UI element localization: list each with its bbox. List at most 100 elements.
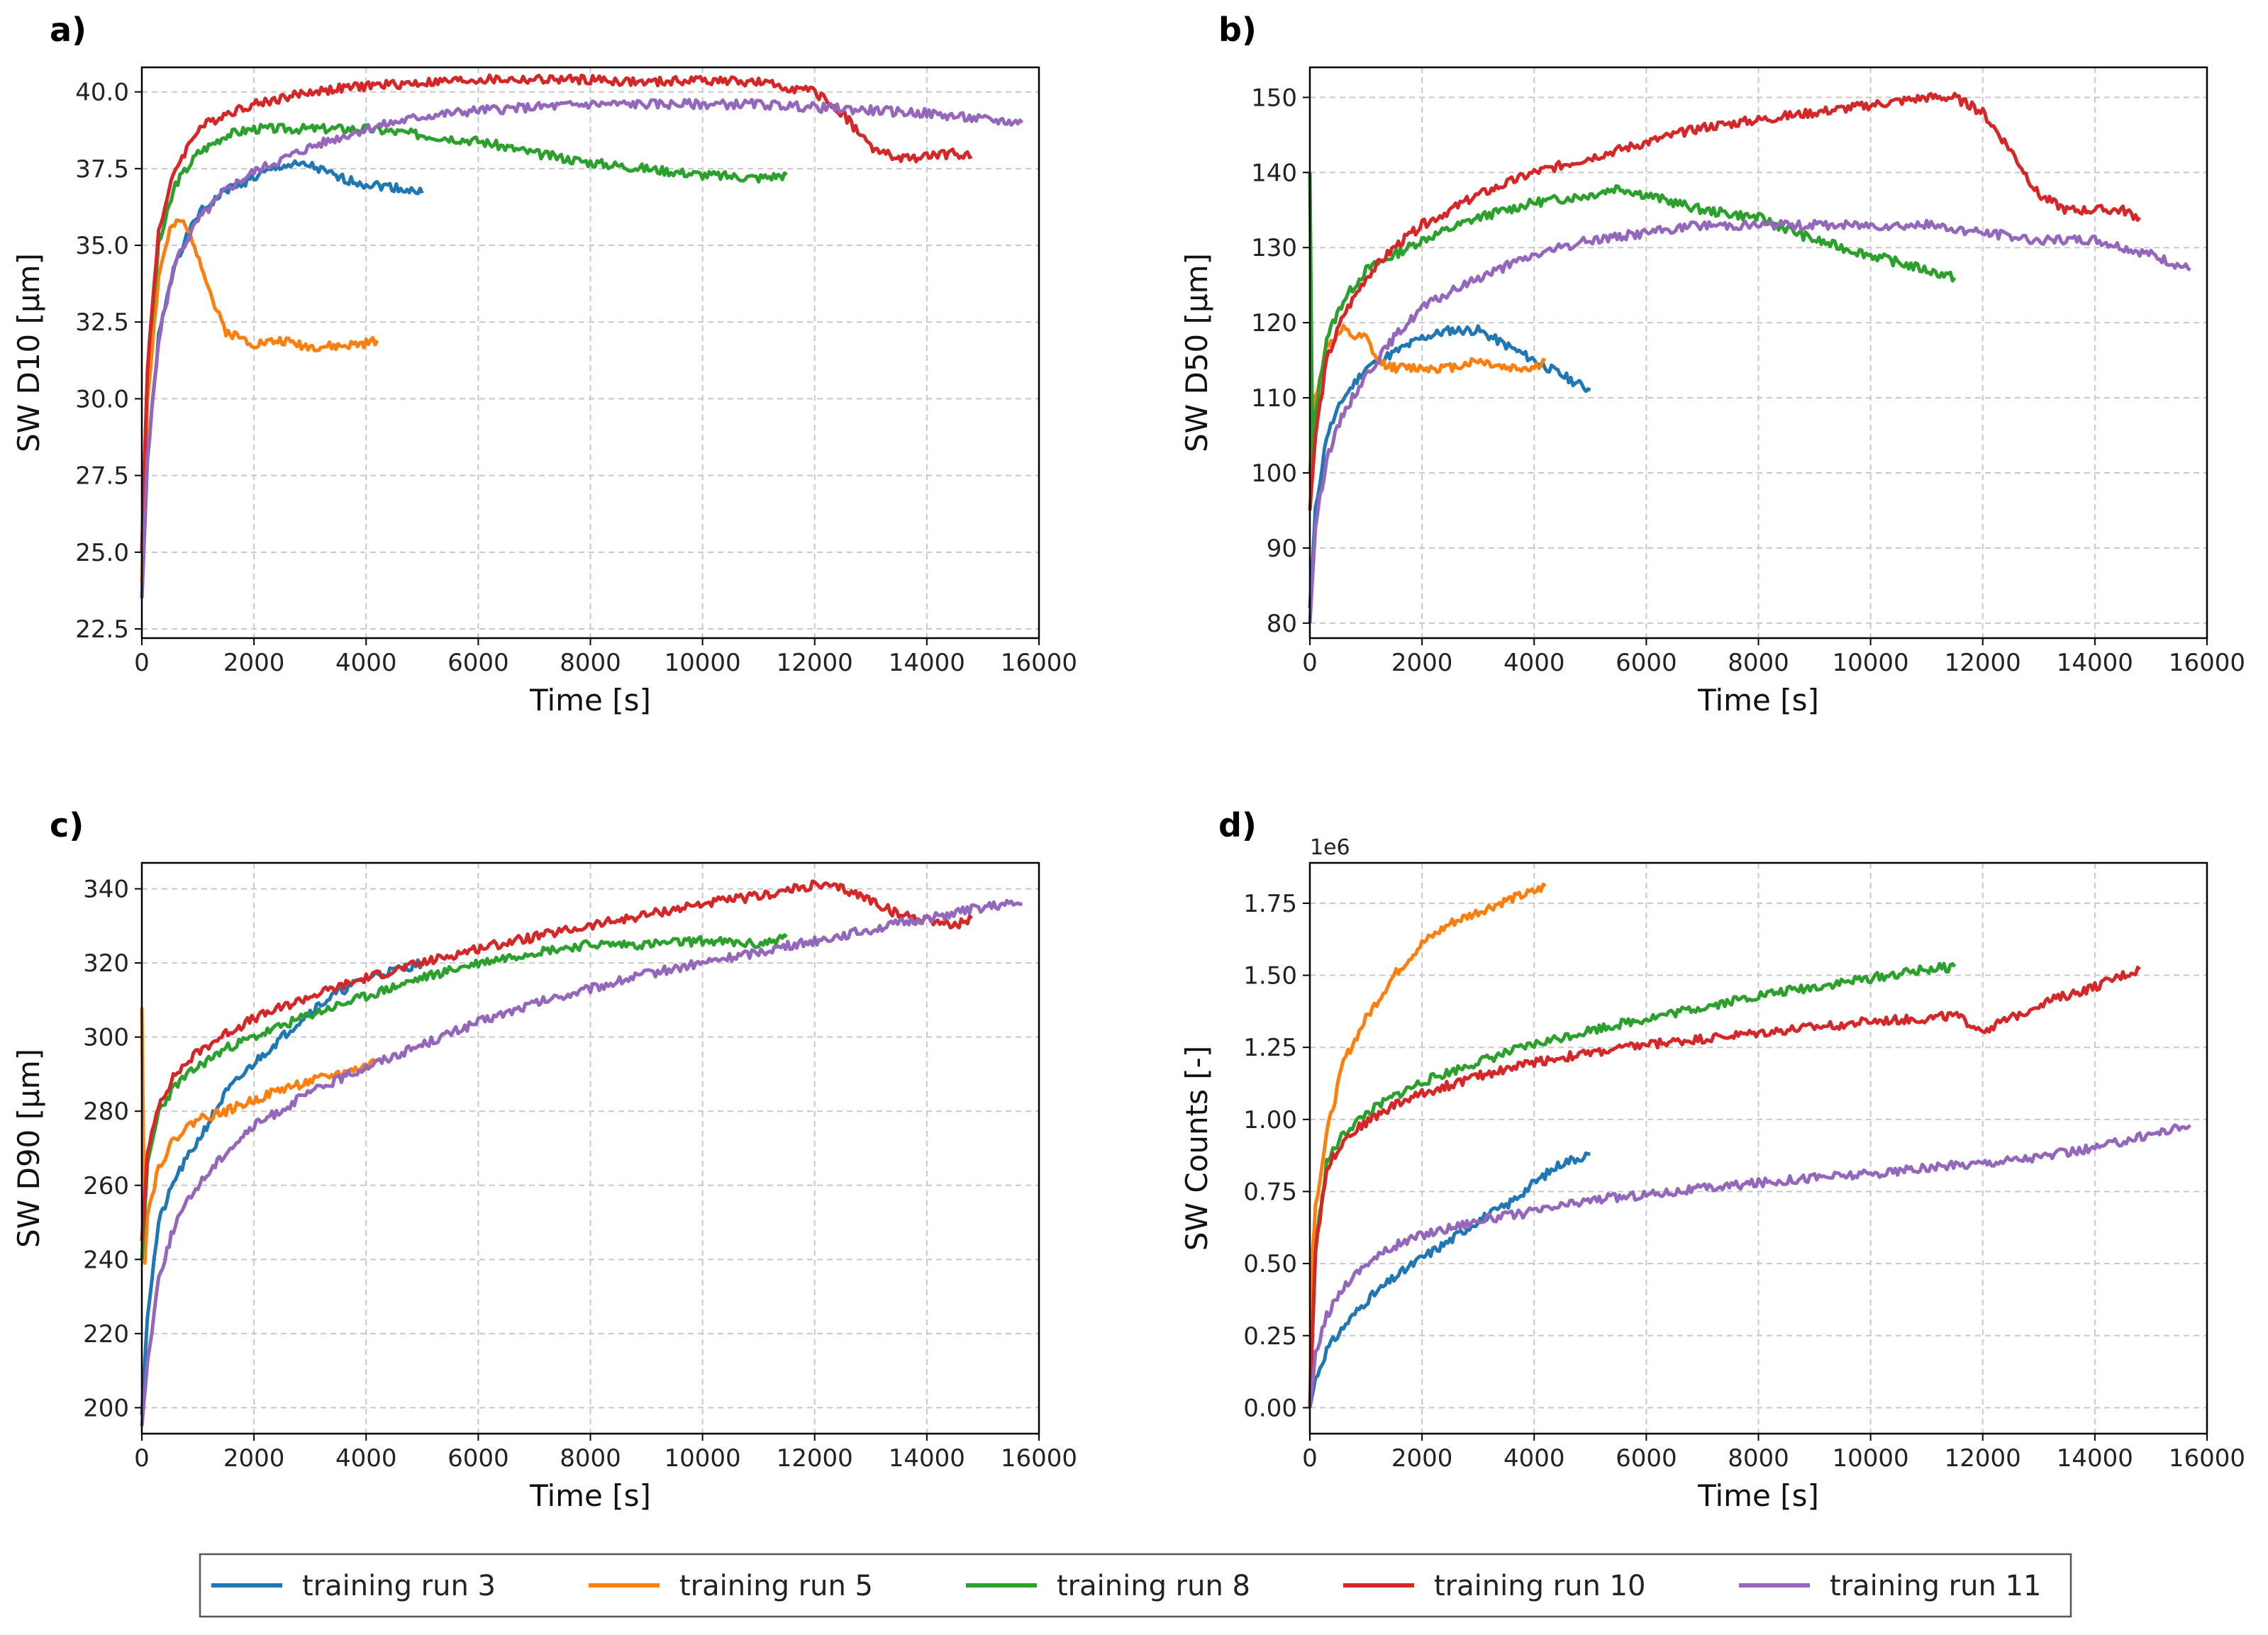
- x-tick-label: 0: [1302, 1444, 1318, 1473]
- series-line-training-run-8: [1308, 172, 1957, 474]
- y-tick-label: 300: [83, 1024, 129, 1052]
- x-tick-label: 16000: [1001, 1444, 1077, 1473]
- y-tick-label: 80: [1267, 610, 1297, 638]
- legend-label: training run 10: [1434, 1570, 1645, 1602]
- y-axis-label: SW Counts [-]: [1179, 1046, 1214, 1251]
- x-tick-label: 8000: [1728, 649, 1789, 677]
- legend-label: training run 11: [1830, 1570, 2041, 1602]
- x-tick-label: 2000: [1391, 1444, 1453, 1473]
- x-axis-label: Time [s]: [529, 1478, 651, 1513]
- y-tick-label: 240: [83, 1246, 129, 1274]
- plot-area: [1310, 863, 2207, 1434]
- series-line-training-run-11: [140, 898, 1023, 1427]
- panel-4: 0 2000 4000 6000 8000 10000 12000 14000 16000 0.0…: [1179, 806, 2245, 1513]
- y-tick-label: 150: [1251, 84, 1297, 112]
- x-tick-label: 4000: [1503, 649, 1565, 677]
- legend: training run 3 training run 5 training run…: [199, 1553, 2072, 1618]
- series-line-training-run-10: [1308, 965, 2141, 1408]
- x-axis-label: Time [s]: [1697, 683, 1819, 718]
- y-tick-label: 140: [1251, 159, 1297, 187]
- y-axis-label: SW D90 [μm]: [11, 1049, 46, 1248]
- series-line-training-run-3: [1308, 324, 1591, 608]
- series-line-training-run-11: [140, 98, 1024, 598]
- x-axis-label: Time [s]: [529, 683, 651, 718]
- y-tick-label: 1.50: [1243, 962, 1297, 991]
- y-tick-label: 130: [1251, 234, 1297, 262]
- y-tick-label: 1.25: [1243, 1034, 1297, 1062]
- x-tick-label: 10000: [1833, 1444, 1909, 1473]
- series-line-training-run-5: [140, 1007, 379, 1265]
- x-tick-label: 0: [134, 649, 150, 677]
- y-tick-label: 0.25: [1243, 1322, 1297, 1351]
- y-tick-label: 340: [83, 876, 129, 904]
- x-tick-label: 2000: [223, 1444, 285, 1473]
- panel-label: b): [1218, 11, 1257, 49]
- series-line-training-run-8: [140, 123, 788, 552]
- series-line-training-run-11: [1308, 218, 2191, 623]
- y-tick-label: 1.75: [1243, 890, 1297, 918]
- panel-label: a): [50, 11, 87, 49]
- x-tick-label: 14000: [889, 1444, 965, 1473]
- series-line-training-run-10: [1308, 91, 2142, 511]
- x-tick-label: 0: [1302, 649, 1318, 677]
- series-line-training-run-10: [140, 73, 973, 552]
- x-tick-label: 2000: [1391, 649, 1453, 677]
- x-tick-label: 6000: [448, 649, 509, 677]
- y-tick-label: 0.50: [1243, 1250, 1297, 1278]
- x-tick-label: 8000: [560, 649, 621, 677]
- x-tick-label: 4000: [1503, 1444, 1565, 1473]
- y-tick-label: 260: [83, 1172, 129, 1200]
- series-line-training-run-10: [140, 879, 973, 1241]
- series-line-training-run-5: [1308, 323, 1546, 474]
- x-tick-label: 8000: [560, 1444, 621, 1473]
- y-tick-label: 280: [83, 1098, 129, 1126]
- x-tick-label: 10000: [665, 649, 741, 677]
- x-tick-label: 10000: [665, 1444, 741, 1473]
- x-tick-label: 16000: [2169, 1444, 2245, 1473]
- x-tick-label: 8000: [1728, 1444, 1789, 1473]
- panel-label: d): [1218, 806, 1257, 844]
- panel-2: 0 2000 4000 6000 8000 10000 12000 14000 16000 80 9…: [1179, 11, 2245, 718]
- x-tick-label: 16000: [2169, 649, 2245, 677]
- y-tick-label: 27.5: [75, 462, 129, 491]
- x-tick-label: 4000: [335, 1444, 397, 1473]
- y-tick-label: 0.75: [1243, 1178, 1297, 1206]
- y-tick-label: 25.0: [75, 539, 129, 567]
- y-tick-label: 32.5: [75, 308, 129, 337]
- y-tick-label: 220: [83, 1320, 129, 1349]
- y-axis-label: SW D50 [μm]: [1179, 253, 1214, 452]
- legend-label: training run 3: [302, 1570, 496, 1602]
- y-axis-label: SW D10 [μm]: [11, 253, 46, 452]
- y-tick-label: 200: [83, 1394, 129, 1422]
- y-tick-label: 320: [83, 949, 129, 978]
- legend-label: training run 8: [1057, 1570, 1250, 1602]
- x-tick-label: 12000: [777, 649, 853, 677]
- x-tick-label: 10000: [1833, 649, 1909, 677]
- series-line-training-run-5: [1308, 882, 1547, 1408]
- panel-3: 0 2000 4000 6000 8000 10000 12000 14000 16000 200…: [11, 806, 1077, 1513]
- x-tick-label: 4000: [335, 649, 397, 677]
- y-tick-label: 120: [1251, 309, 1297, 337]
- x-tick-label: 16000: [1001, 649, 1077, 677]
- series-line-training-run-8: [1308, 961, 1957, 1408]
- x-tick-label: 6000: [448, 1444, 509, 1473]
- x-axis-label: Time [s]: [1697, 1478, 1819, 1513]
- x-tick-label: 14000: [889, 649, 965, 677]
- y-tick-label: 90: [1267, 535, 1297, 563]
- series-line-training-run-8: [140, 933, 788, 1260]
- x-tick-label: 0: [134, 1444, 150, 1473]
- x-tick-label: 12000: [1945, 1444, 2021, 1473]
- series-line-training-run-11: [1308, 1123, 2192, 1408]
- x-tick-label: 2000: [223, 649, 285, 677]
- series-line-training-run-5: [140, 218, 379, 584]
- plot-area: [142, 863, 1039, 1434]
- y-tick-label: 30.0: [75, 385, 129, 413]
- x-tick-label: 14000: [2057, 1444, 2133, 1473]
- y-tick-label: 1.00: [1243, 1106, 1297, 1134]
- panel-label: c): [50, 806, 84, 844]
- axis-offset-label: 1e6: [1310, 835, 1350, 860]
- series-line-training-run-3: [1308, 1151, 1591, 1408]
- x-tick-label: 14000: [2057, 649, 2133, 677]
- x-tick-label: 12000: [777, 1444, 853, 1473]
- y-tick-label: 0.00: [1243, 1394, 1297, 1422]
